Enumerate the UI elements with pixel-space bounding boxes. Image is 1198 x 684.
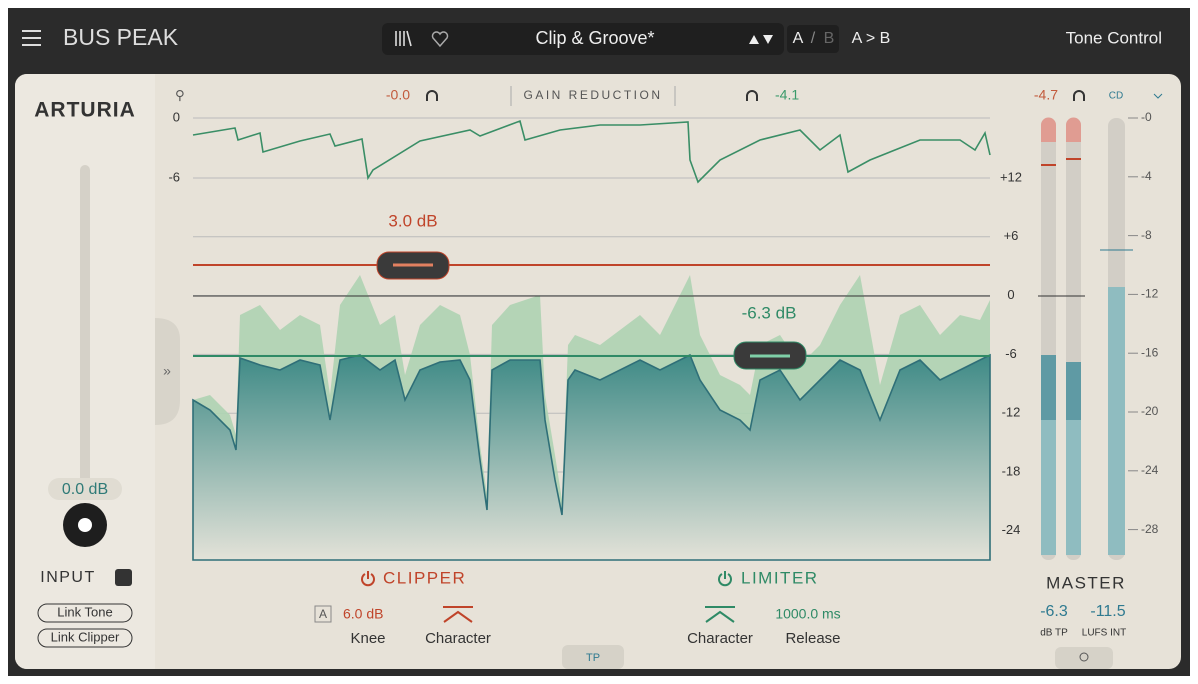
clipper-character-label: Character [425, 630, 491, 647]
gr-tick-label: -6 [168, 169, 180, 184]
y-tick-label: -18 [1002, 463, 1021, 478]
master-meters [1038, 117, 1133, 560]
y-tick-label: 0 [1007, 287, 1014, 302]
meter-tick-label: -8 [1141, 228, 1152, 242]
true-peak-unit: dB TP [1040, 628, 1068, 639]
master-mode[interactable]: CD [1109, 91, 1123, 102]
meter-tick-label: -12 [1141, 287, 1159, 301]
meter-tick-label: -0 [1141, 110, 1152, 124]
favorite-icon[interactable] [431, 31, 449, 48]
input-peak: -0.0 [386, 87, 410, 103]
limiter-power[interactable] [718, 571, 732, 587]
input-knob-cap [78, 518, 92, 532]
brand: ARTURIA [34, 99, 136, 122]
lufs-unit: LUFS INT [1082, 628, 1126, 639]
tp-tab[interactable] [562, 645, 624, 669]
input-slider-track[interactable] [80, 165, 90, 495]
lufs-level [1108, 287, 1125, 555]
meter-tick-label: -4 [1141, 169, 1152, 183]
product-title: BUS PEAK [63, 24, 179, 50]
true-peak: -6.3 [1040, 603, 1068, 620]
link-tone-button[interactable] [37, 603, 133, 623]
ab-box[interactable] [787, 25, 839, 53]
limiter-character-label: Character [687, 630, 753, 647]
output-waveform [192, 353, 991, 561]
meter-peak [1066, 362, 1081, 420]
y-tick-label: -24 [1002, 522, 1021, 537]
limiter-threshold: -6.3 dB [742, 303, 797, 322]
input-label: INPUT [40, 569, 96, 586]
ab-separator: / [811, 30, 816, 47]
link-clipper[interactable]: Link Clipper [51, 629, 120, 644]
clipper-threshold: 3.0 dB [388, 211, 437, 230]
clipper-power[interactable] [361, 571, 375, 587]
input-value-box [48, 478, 122, 500]
gr-peak: -4.1 [775, 87, 799, 103]
meter-peak [1041, 355, 1056, 420]
meter-tick-label: -16 [1141, 345, 1159, 359]
preset-name[interactable]: Clip & Groove* [535, 28, 654, 48]
headphone-icon[interactable] [746, 90, 758, 101]
side-tab[interactable] [155, 318, 180, 425]
release-label: Release [785, 630, 840, 647]
knee-value[interactable]: 6.0 dB [343, 606, 383, 622]
master-peak: -4.7 [1034, 87, 1058, 103]
meter-clip [1041, 117, 1081, 142]
headphone-icon[interactable] [426, 90, 438, 101]
link-tone[interactable]: Link Tone [57, 604, 112, 619]
headphone-icon[interactable] [1073, 90, 1085, 101]
settings-icon[interactable] [1079, 652, 1089, 662]
knee-mode-box[interactable] [314, 605, 332, 623]
ab-b[interactable]: B [824, 30, 835, 47]
y-tick-label: -6 [1005, 346, 1017, 361]
ab-a[interactable]: A [793, 30, 804, 47]
meter-tick-label: -20 [1141, 404, 1159, 418]
mode-dropdown[interactable] [1153, 93, 1163, 99]
add-user-icon[interactable]: ⚲ [175, 87, 185, 102]
tone-control[interactable]: Tone Control [1066, 28, 1162, 47]
lufs: -11.5 [1090, 603, 1125, 620]
preset-arrows[interactable] [749, 35, 773, 44]
input-value: 0.0 dB [62, 481, 108, 498]
settings-tab[interactable] [1055, 647, 1113, 669]
hamburger[interactable] [22, 30, 41, 46]
preset-bar[interactable] [382, 23, 784, 55]
clipper-title: CLIPPER [383, 568, 466, 587]
gain-reduction-title: GAIN REDUCTION [523, 88, 662, 102]
limiter-title: LIMITER [741, 568, 819, 587]
y-tick-label: +12 [1000, 169, 1022, 184]
y-tick-label: -12 [1002, 405, 1021, 420]
side-tab-icon: » [163, 363, 171, 379]
gain-reduction-trace [192, 119, 991, 184]
clipper-character-icon[interactable] [443, 606, 473, 623]
master-scale: -0 -4 -8 -12 -16 -20 -24 -28 [1128, 110, 1159, 536]
tp-label[interactable]: TP [586, 652, 600, 664]
knee-mode[interactable]: A [319, 607, 327, 621]
knee-label: Knee [350, 630, 385, 647]
meter-tick-label: -24 [1141, 463, 1159, 477]
release-value[interactable]: 1000.0 ms [775, 606, 840, 622]
y-tick-label: +6 [1004, 228, 1019, 243]
gr-tick-label: 0 [173, 109, 180, 124]
lock-icon[interactable] [115, 569, 132, 586]
library-icon[interactable] [395, 30, 412, 47]
ab-copy[interactable]: A > B [852, 30, 891, 47]
meter-tick-label: -28 [1141, 522, 1159, 536]
link-clipper-button[interactable] [37, 628, 133, 648]
master-title: MASTER [1046, 573, 1126, 592]
limiter-character-icon[interactable] [705, 606, 735, 623]
